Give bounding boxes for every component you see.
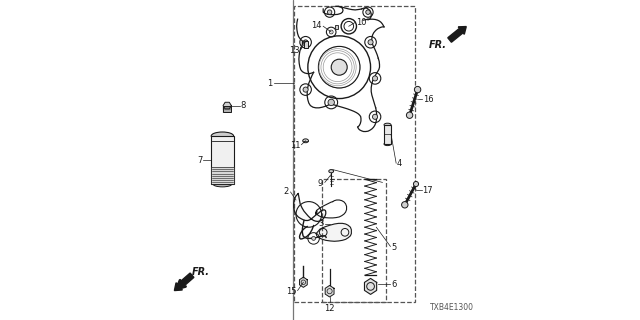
Text: FR.: FR. [191, 267, 209, 277]
Circle shape [303, 87, 308, 92]
Circle shape [415, 86, 421, 93]
Text: 2: 2 [284, 187, 289, 196]
Text: 15: 15 [286, 287, 296, 296]
FancyArrow shape [448, 27, 466, 42]
Text: 6: 6 [391, 280, 396, 289]
Circle shape [413, 181, 419, 187]
FancyArrow shape [174, 273, 194, 291]
Bar [223, 106, 231, 112]
Ellipse shape [384, 142, 391, 146]
Text: 5: 5 [391, 243, 396, 252]
Circle shape [303, 40, 308, 44]
Bar [335, 25, 338, 29]
Ellipse shape [211, 132, 234, 140]
Circle shape [406, 112, 413, 118]
Bar [211, 136, 234, 184]
Polygon shape [294, 194, 326, 221]
Circle shape [368, 40, 373, 45]
Text: TXB4E1300: TXB4E1300 [429, 303, 474, 312]
Bar [304, 41, 307, 48]
Polygon shape [223, 102, 232, 109]
Bar [211, 167, 234, 184]
Bar [294, 6, 415, 302]
Polygon shape [316, 223, 351, 241]
Text: 3: 3 [318, 220, 323, 228]
Text: 1: 1 [267, 79, 272, 88]
Circle shape [328, 10, 332, 14]
Bar [322, 179, 385, 302]
Text: 7: 7 [197, 156, 202, 164]
Circle shape [372, 114, 378, 119]
Text: 14: 14 [312, 21, 322, 30]
Ellipse shape [213, 181, 232, 187]
Text: 16: 16 [423, 95, 434, 104]
Circle shape [372, 76, 378, 81]
Text: 9: 9 [318, 179, 323, 188]
Circle shape [312, 236, 316, 240]
Ellipse shape [304, 40, 308, 42]
Bar [384, 125, 391, 144]
Circle shape [332, 59, 348, 75]
Text: 4: 4 [397, 159, 402, 168]
Text: 17: 17 [422, 186, 433, 195]
Circle shape [366, 10, 370, 14]
Ellipse shape [303, 139, 308, 143]
Circle shape [328, 99, 335, 106]
Text: 12: 12 [324, 304, 335, 313]
Text: 8: 8 [241, 101, 246, 110]
Ellipse shape [384, 123, 391, 126]
Text: 13: 13 [289, 46, 300, 55]
Polygon shape [364, 278, 377, 294]
Text: FR.: FR. [428, 40, 447, 50]
Ellipse shape [329, 170, 333, 173]
Circle shape [402, 202, 408, 208]
Text: 10: 10 [356, 18, 366, 27]
Polygon shape [325, 285, 334, 297]
Text: 11: 11 [290, 141, 300, 150]
Polygon shape [300, 277, 307, 287]
